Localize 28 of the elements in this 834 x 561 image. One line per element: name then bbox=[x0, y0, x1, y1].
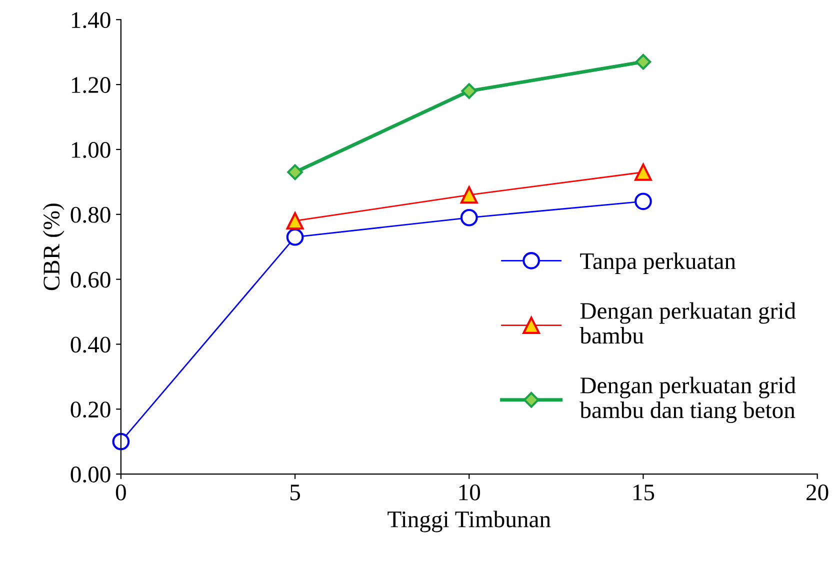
x-tick-label: 15 bbox=[633, 484, 654, 500]
y-tick-label: 1.00 bbox=[72, 142, 110, 158]
x-tick-label: 0 bbox=[116, 484, 126, 500]
point bbox=[287, 164, 303, 180]
point bbox=[286, 212, 304, 230]
y-tick-label: 0.00 bbox=[70, 466, 110, 483]
point bbox=[634, 192, 652, 210]
y-axis-title: CBR (%) bbox=[42, 204, 64, 290]
point bbox=[112, 432, 130, 450]
y-tick-label: 0.40 bbox=[70, 336, 110, 353]
point bbox=[635, 54, 652, 70]
legend-label: Dengan perkuatan grid bambu bbox=[580, 302, 796, 344]
point bbox=[286, 228, 304, 246]
y-tick-label: 1.20 bbox=[72, 77, 110, 94]
legend-label: Dengan perkuatan grid bambu dan tiang beton bbox=[580, 376, 796, 424]
x-tick-label: 5 bbox=[290, 484, 300, 500]
point bbox=[460, 186, 478, 204]
x-axis-title: Tinggi Timbunan bbox=[388, 510, 551, 532]
point bbox=[634, 164, 652, 181]
point bbox=[460, 208, 478, 226]
y-tick-label: 0.60 bbox=[70, 272, 110, 288]
y-tick-label: 0.80 bbox=[70, 206, 110, 223]
point bbox=[461, 83, 478, 99]
legend-label: Tanpa perkuatan bbox=[580, 252, 736, 274]
x-tick-label: 20 bbox=[806, 484, 828, 500]
y-tick-label: 0.20 bbox=[70, 402, 110, 418]
x-tick-label: 10 bbox=[459, 484, 480, 500]
y-tick-label: 1.40 bbox=[72, 12, 110, 28]
